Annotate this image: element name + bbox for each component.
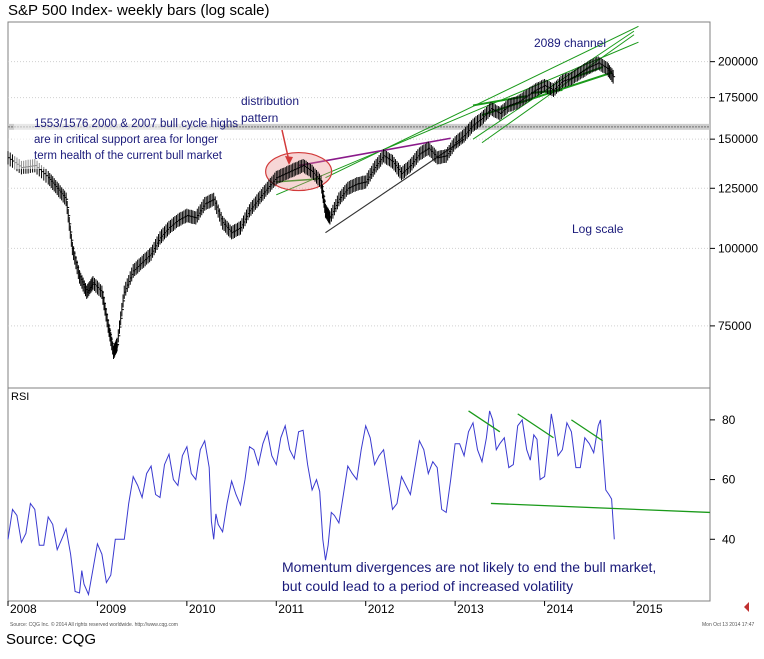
chart-frame <box>7 21 711 602</box>
rsi-divergence-2 <box>517 413 554 439</box>
price-tick-label: 75000 <box>718 319 752 333</box>
chart-title: S&P 500 Index- weekly bars (log scale) <box>8 2 270 19</box>
x-tick-label: 2013 <box>457 602 484 616</box>
rsi-tick-label: 80 <box>722 413 736 427</box>
source-label: Source: CQG <box>6 631 97 648</box>
support-note-line: are in critical support area for longer <box>34 134 218 146</box>
rsi-y-ticks: 80 60 40 RSI <box>11 391 736 546</box>
distribution-arrowhead <box>285 156 293 165</box>
x-ticks: 2008 2009 2010 2011 2012 2013 2014 2015 Source: … <box>7 601 754 628</box>
rsi-series <box>7 410 711 597</box>
rsi-tick-label: 60 <box>722 473 736 487</box>
rsi-divergence-1 <box>468 410 501 433</box>
support-note-line: term health of the current bull market <box>34 150 223 162</box>
rsi-tick-label: 40 <box>722 532 736 546</box>
price-grid <box>8 61 710 327</box>
x-tick-label: 2014 <box>547 602 574 616</box>
price-tick-label: 125000 <box>718 181 758 195</box>
momentum-note-line-2: but could lead to a period of increased … <box>282 578 573 594</box>
wedge-upper-line-2 <box>531 89 563 95</box>
price-tick-label: 200000 <box>718 55 758 69</box>
rsi-line <box>7 410 615 597</box>
x-tick-label: 2011 <box>278 602 304 616</box>
distribution-label: distribution pattern <box>241 94 299 125</box>
wedge-lower-line <box>481 71 612 117</box>
distribution-label-line: pattern <box>241 111 278 125</box>
support-note-bg <box>14 115 222 169</box>
annotations: 1553/1576 2000 & 2007 bull cycle highs ar… <box>14 36 656 594</box>
channel-line-upper-outer <box>325 25 639 179</box>
price-tick-label: 150000 <box>718 132 758 146</box>
fineprint-right: Mon Oct 13 2014 17:47 <box>702 622 754 628</box>
channel-label: 2089 channel <box>534 36 606 50</box>
price-series <box>7 56 616 360</box>
distribution-resistance-line <box>298 137 451 167</box>
x-tick-label: 2009 <box>99 602 126 616</box>
support-note: 1553/1576 2000 & 2007 bull cycle highs ar… <box>34 118 238 162</box>
wedge-upper-line-3 <box>571 66 604 80</box>
rsi-support-line <box>490 502 711 514</box>
support-trendline <box>325 138 465 234</box>
price-tick-label: 100000 <box>718 241 758 255</box>
channel-line-lower-outer <box>276 41 639 196</box>
price-tick-label: 175000 <box>718 91 758 105</box>
x-tick-label: 2010 <box>189 602 216 616</box>
x-tick-label: 2012 <box>368 602 395 616</box>
scroll-marker <box>744 602 749 612</box>
fineprint-left: Source: CQG Inc. © 2014 All rights reser… <box>10 621 178 628</box>
rsi-divergence-3 <box>571 419 604 442</box>
momentum-note-line-1: Momentum divergences are not likely to e… <box>282 559 656 575</box>
price-y-ticks: 200000 175000 150000 125000 100000 75000 <box>710 55 758 333</box>
distribution-label-line: distribution <box>241 94 299 108</box>
x-tick-label: 2015 <box>636 602 663 616</box>
rsi-label: RSI <box>11 391 29 403</box>
distribution-arrow-shaft <box>281 129 290 162</box>
x-tick-label: 2008 <box>10 602 37 616</box>
log-scale-label: Log scale <box>572 222 624 236</box>
support-note-line: 1553/1576 2000 & 2007 bull cycle highs <box>34 118 238 130</box>
